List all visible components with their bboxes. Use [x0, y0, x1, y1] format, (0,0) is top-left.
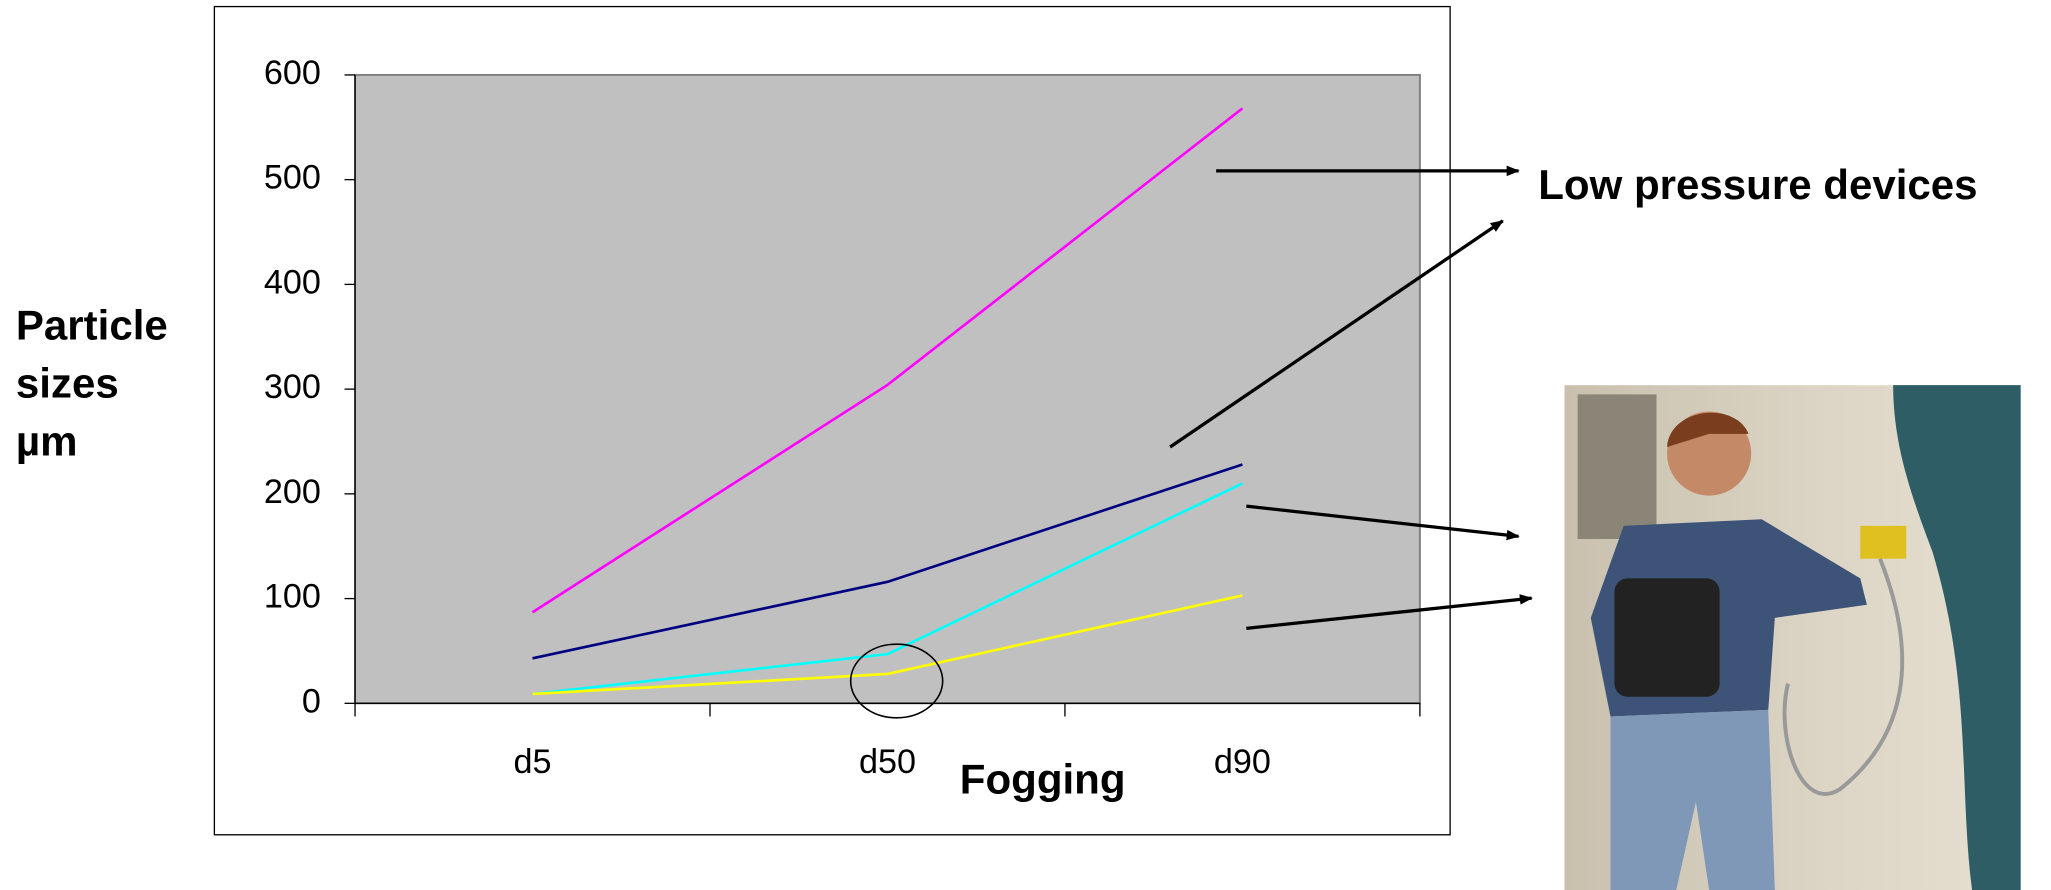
x-axis-label: Fogging: [960, 755, 1126, 802]
y-axis-label: µm: [16, 417, 78, 464]
x-tick-label: d90: [1214, 743, 1271, 781]
y-tick-label: 200: [264, 473, 321, 511]
plot-area: [355, 75, 1420, 703]
annotation: Low pressure devices: [1538, 161, 1977, 208]
photo-sprayer: [1860, 526, 1906, 559]
y-tick-label: 0: [302, 682, 321, 720]
x-tick-label: d50: [859, 743, 916, 781]
y-tick-label: 500: [264, 159, 321, 197]
y-tick-label: 600: [264, 54, 321, 92]
page: {"chart_data": {"type": "line", "categor…: [0, 0, 2051, 890]
y-tick-label: 300: [264, 368, 321, 406]
chart: 0 100 200 300 400 500 600 d5 d50 d90 Fogging Part…: [0, 0, 2051, 890]
photo: [1564, 385, 2020, 890]
y-tick-label: 400: [264, 263, 321, 301]
x-tick-label: d5: [514, 743, 552, 781]
photo-window: [1578, 394, 1657, 539]
y-axis-label: Particle: [16, 302, 168, 349]
y-axis-label: sizes: [16, 360, 119, 407]
y-tick-label: 100: [264, 578, 321, 616]
photo-backpack: [1614, 578, 1719, 696]
